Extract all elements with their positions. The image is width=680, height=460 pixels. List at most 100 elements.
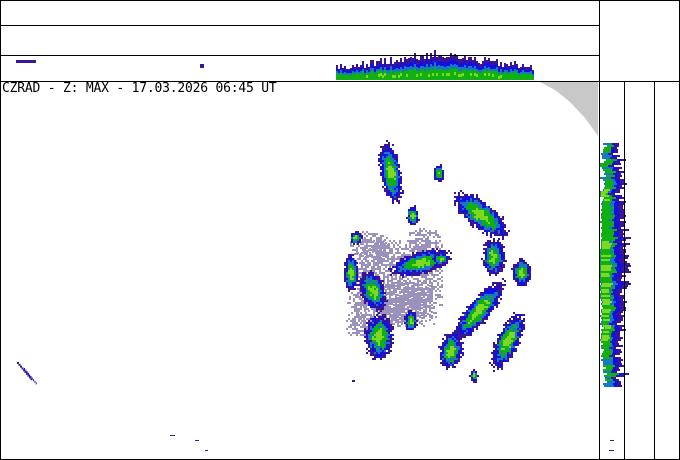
echo-cell-pixel bbox=[392, 176, 394, 178]
echo-cell-pixel bbox=[429, 242, 431, 244]
echo-cell-pixel bbox=[486, 216, 488, 218]
echo-cell-pixel bbox=[414, 258, 416, 260]
echo-cell-pixel bbox=[389, 313, 391, 315]
echo-cell-pixel bbox=[435, 244, 437, 246]
echo-cell-pixel bbox=[396, 262, 398, 264]
echo-cell-pixel bbox=[513, 320, 515, 322]
echo-cell-pixel bbox=[468, 202, 470, 204]
echo-cell-pixel bbox=[474, 202, 476, 204]
echo-cell-pixel bbox=[408, 324, 410, 326]
echo-cell-pixel bbox=[383, 272, 385, 274]
profile-column bbox=[426, 68, 428, 80]
echo-cell-pixel bbox=[389, 295, 391, 297]
echo-cell-pixel bbox=[446, 356, 448, 358]
echo-cell-pixel bbox=[478, 210, 480, 212]
echo-cell-pixel bbox=[491, 272, 493, 274]
echo-cell-pixel bbox=[380, 296, 382, 298]
echo-cell-pixel bbox=[473, 371, 475, 373]
echo-cell-pixel bbox=[387, 270, 389, 272]
echo-cell-pixel bbox=[377, 266, 379, 268]
echo-cell-pixel bbox=[513, 348, 515, 350]
echo-cell-pixel bbox=[411, 242, 413, 244]
echo-cell-pixel bbox=[484, 308, 486, 310]
profile-column bbox=[444, 70, 446, 80]
echo-cell-pixel bbox=[420, 260, 422, 262]
echo-cell-pixel bbox=[519, 276, 521, 278]
echo-cell-pixel bbox=[460, 336, 462, 338]
echo-cell-pixel bbox=[378, 312, 380, 314]
echo-cell-pixel bbox=[482, 216, 484, 218]
echo-cell-pixel bbox=[392, 194, 394, 196]
echo-cell-pixel bbox=[474, 204, 476, 206]
echo-cell-pixel bbox=[368, 278, 370, 280]
echo-cell-pixel bbox=[420, 268, 422, 270]
echo-cell-pixel bbox=[490, 304, 492, 306]
echo-cell-pixel bbox=[436, 174, 438, 176]
echo-cell-pixel bbox=[367, 260, 369, 262]
echo-cell-pixel bbox=[495, 242, 497, 244]
echo-cell-pixel bbox=[350, 258, 352, 260]
echo-cell-pixel bbox=[513, 318, 515, 320]
echo-cell-pixel bbox=[354, 308, 356, 310]
echo-cell-pixel bbox=[435, 270, 437, 272]
echo-cell-pixel bbox=[490, 290, 492, 292]
echo-cell-pixel bbox=[498, 288, 500, 290]
echo-cell-pixel bbox=[382, 334, 384, 336]
echo-cell-pixel bbox=[470, 196, 472, 198]
echo-cell-pixel bbox=[348, 258, 350, 260]
echo-cell-pixel bbox=[392, 200, 394, 202]
echo-cell-pixel bbox=[474, 222, 476, 224]
echo-cell-pixel bbox=[481, 258, 483, 260]
echo-cell-pixel bbox=[411, 305, 413, 307]
echo-cell-pixel bbox=[480, 304, 482, 306]
echo-cell-pixel bbox=[407, 297, 409, 299]
echo-cell-pixel bbox=[389, 297, 391, 299]
echo-cell-pixel bbox=[460, 338, 462, 340]
echo-cell-pixel bbox=[454, 362, 456, 364]
echo-cell-pixel bbox=[402, 258, 404, 260]
echo-cell-pixel bbox=[419, 321, 421, 323]
echo-cell-pixel bbox=[458, 212, 460, 214]
echo-cell-pixel bbox=[429, 282, 431, 284]
echo-cell-pixel bbox=[353, 239, 355, 241]
echo-cell-pixel bbox=[370, 304, 372, 306]
echo-cell-pixel bbox=[515, 266, 517, 268]
echo-cell-pixel bbox=[409, 240, 411, 242]
echo-cell-pixel bbox=[513, 270, 515, 272]
echo-cell-pixel bbox=[384, 346, 386, 348]
echo-cell-pixel bbox=[452, 366, 454, 368]
echo-cell-pixel bbox=[391, 299, 393, 301]
echo-cell-pixel bbox=[368, 314, 370, 316]
echo-cell-pixel bbox=[350, 324, 352, 326]
echo-fragment bbox=[24, 371, 27, 373]
echo-cell-pixel bbox=[440, 168, 442, 170]
echo-cell-pixel bbox=[480, 214, 482, 216]
echo-cell-pixel bbox=[380, 326, 382, 328]
echo-cell-pixel bbox=[410, 260, 412, 262]
echo-cell-pixel bbox=[502, 228, 504, 230]
echo-cell-pixel bbox=[380, 316, 382, 318]
echo-cell-pixel bbox=[498, 228, 500, 230]
echo-cell-pixel bbox=[388, 188, 390, 190]
echo-cell-pixel bbox=[442, 364, 444, 366]
echo-cell-pixel bbox=[456, 200, 458, 202]
echo-cell-pixel bbox=[353, 294, 355, 296]
echo-cell-pixel bbox=[496, 222, 498, 224]
echo-cell-pixel bbox=[499, 366, 501, 368]
echo-cell-pixel bbox=[503, 336, 505, 338]
echo-cell-pixel bbox=[372, 302, 374, 304]
profile-row bbox=[601, 273, 609, 275]
echo-cell-pixel bbox=[414, 268, 416, 270]
echo-cell-pixel bbox=[456, 360, 458, 362]
echo-cell-pixel bbox=[378, 308, 380, 310]
echo-cell-pixel bbox=[382, 336, 384, 338]
echo-cell-pixel bbox=[491, 258, 493, 260]
echo-cell-pixel bbox=[488, 302, 490, 304]
echo-cell-pixel bbox=[376, 280, 378, 282]
echo-cell-pixel bbox=[378, 292, 380, 294]
echo-cell-pixel bbox=[366, 318, 368, 320]
echo-cell-pixel bbox=[427, 238, 429, 240]
echo-cell-pixel bbox=[348, 314, 350, 316]
echo-cell-pixel bbox=[352, 284, 354, 286]
echo-cell-pixel bbox=[436, 258, 438, 260]
